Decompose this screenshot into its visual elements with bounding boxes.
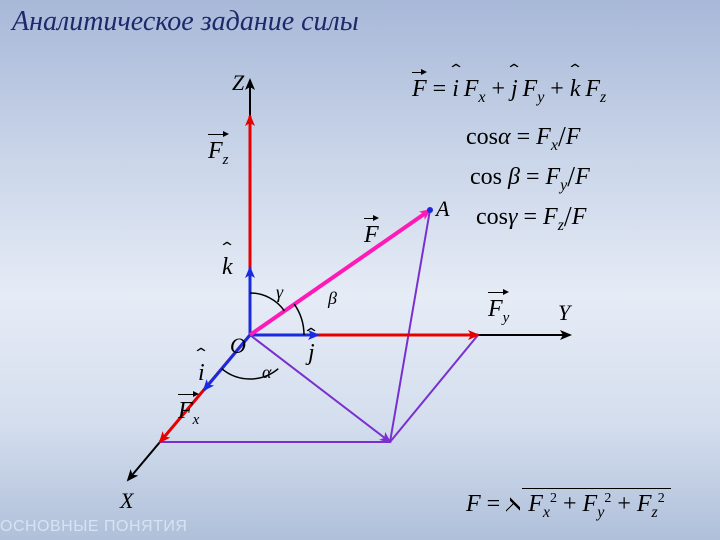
slide: Аналитическое задание силы ОСНОВНЫЕ ПОНЯ… — [0, 0, 720, 540]
angle-alpha: α — [262, 362, 271, 383]
force-label-F: F — [364, 222, 379, 249]
equation-cos-beta: cos β = Fy/F — [470, 160, 590, 195]
axis-label-x: X — [120, 488, 133, 514]
axis-label-y: Y — [558, 300, 570, 326]
equation-cos-alpha: cosα = Fx/F — [466, 120, 580, 155]
force-label-Fx: Fx — [178, 398, 199, 429]
unit-k-label: k — [222, 254, 233, 281]
equation-cos-gamma: cosγ = Fz/F — [476, 200, 586, 235]
angle-beta: β — [328, 288, 337, 309]
force-label-Fz: Fz — [208, 138, 229, 169]
equation-magnitude: F = Fx2 + Fy2 + Fz2 — [466, 488, 671, 522]
unit-j-label: j — [308, 340, 315, 367]
point-A-label: A — [436, 196, 449, 222]
origin-label: O — [230, 333, 246, 359]
axis-label-z: Z — [232, 70, 244, 96]
angle-gamma: γ — [276, 282, 283, 303]
unit-i-label: i — [198, 360, 205, 387]
force-label-Fy: Fy — [488, 296, 509, 327]
diagram-svg — [0, 0, 720, 540]
equation-main: F = i Fx + j Fy + k Fz — [412, 76, 606, 107]
